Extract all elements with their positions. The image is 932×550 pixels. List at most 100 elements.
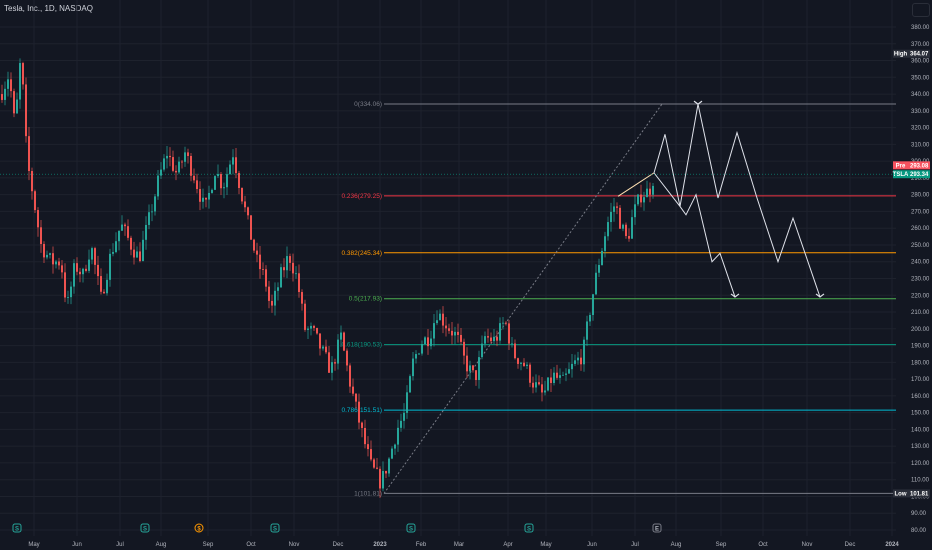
candle: [58, 257, 60, 270]
candle: [331, 356, 333, 381]
candle-body: [121, 224, 123, 231]
price-tick-label: 350.00: [911, 75, 930, 81]
candle: [394, 443, 396, 455]
candle: [202, 188, 204, 209]
candle: [301, 289, 303, 311]
candle: [250, 215, 252, 240]
candle-body: [421, 344, 423, 354]
candle-body: [43, 244, 45, 258]
candle: [112, 243, 114, 257]
candle-body: [526, 364, 528, 366]
candle-body: [46, 254, 48, 258]
fib-level-label: 1(101.81): [354, 490, 382, 497]
candle: [91, 246, 93, 265]
candle-body: [1, 94, 3, 100]
price-tick-label: 370.00: [911, 42, 930, 48]
dividend-icon-glyph: S: [409, 527, 413, 533]
candle: [265, 265, 267, 292]
candle: [208, 185, 210, 209]
candle: [406, 385, 408, 419]
candle-body: [67, 297, 69, 298]
price-tick-label: 110.00: [911, 478, 930, 484]
candle: [529, 362, 531, 388]
candle-body: [25, 84, 27, 137]
low-tag-value: 101.81: [910, 491, 929, 497]
projection-path-lower: [653, 172, 736, 298]
chart-grid: [0, 0, 896, 536]
price-tick-label: 230.00: [911, 277, 930, 283]
candle: [304, 299, 306, 332]
candle-body: [178, 161, 180, 173]
candle-body: [139, 251, 141, 262]
candle-body: [241, 188, 243, 202]
candle: [307, 326, 309, 339]
candle: [79, 267, 81, 283]
candle-body: [376, 467, 378, 469]
candle-body: [181, 161, 183, 163]
candle: [355, 393, 357, 409]
high-tag-label-bg: [893, 49, 908, 58]
candle: [502, 316, 504, 330]
candle-body: [589, 314, 591, 322]
candle-body: [310, 325, 312, 329]
price-tick-label: 170.00: [911, 377, 930, 383]
candle-body: [346, 350, 348, 366]
time-tick-label: Sep: [203, 542, 214, 548]
candle-body: [631, 217, 633, 239]
candle-body: [538, 382, 540, 385]
time-tick-label: Feb: [416, 542, 427, 548]
fib-level-label: 0.5(217.93): [349, 296, 382, 303]
fib-level-label: 0.618(190.53): [342, 342, 382, 349]
candle-body: [490, 337, 492, 342]
candle: [247, 206, 249, 220]
candle: [445, 316, 447, 337]
candle-body: [16, 99, 18, 114]
candle-body: [286, 256, 288, 271]
candle-body: [328, 352, 330, 373]
candle: [544, 380, 546, 396]
candle: [7, 71, 9, 97]
high-tag-value-bg: [908, 49, 930, 58]
price-tick-label: 140.00: [911, 427, 930, 433]
dividend-icon: [270, 523, 280, 533]
candle: [151, 204, 153, 222]
candle-body: [205, 197, 207, 200]
candle: [427, 328, 429, 355]
candle: [244, 195, 246, 213]
candle-body: [31, 171, 33, 192]
candle-body: [304, 303, 306, 330]
candle-body: [244, 201, 246, 208]
candle: [580, 348, 582, 371]
candle-body: [58, 261, 60, 266]
candle-body: [235, 157, 237, 174]
candle-body: [190, 155, 192, 176]
candle: [460, 328, 462, 345]
candle: [97, 255, 99, 285]
candle: [337, 334, 339, 370]
candle-body: [118, 230, 120, 242]
pre-tag-value: 293.08: [910, 163, 929, 169]
candle: [616, 202, 618, 215]
candle-body: [61, 265, 63, 273]
candle-body: [412, 358, 414, 377]
candle: [409, 374, 411, 393]
candle: [280, 263, 282, 289]
candle-body: [601, 250, 603, 265]
dividend-icon: [524, 523, 534, 533]
candle-body: [559, 375, 561, 378]
candle: [439, 309, 441, 321]
candle: [253, 238, 255, 253]
candle: [160, 162, 162, 179]
candle-body: [154, 196, 156, 212]
scale-toggle-button[interactable]: [912, 3, 930, 17]
candle-body: [49, 253, 51, 255]
candle: [223, 182, 225, 199]
candle: [619, 204, 621, 229]
candle: [397, 419, 399, 452]
candle-body: [397, 427, 399, 445]
time-tick-label: Dec: [333, 542, 344, 548]
candle-body: [463, 341, 465, 356]
time-tick-label: Oct: [758, 542, 768, 548]
candle: [562, 371, 564, 376]
